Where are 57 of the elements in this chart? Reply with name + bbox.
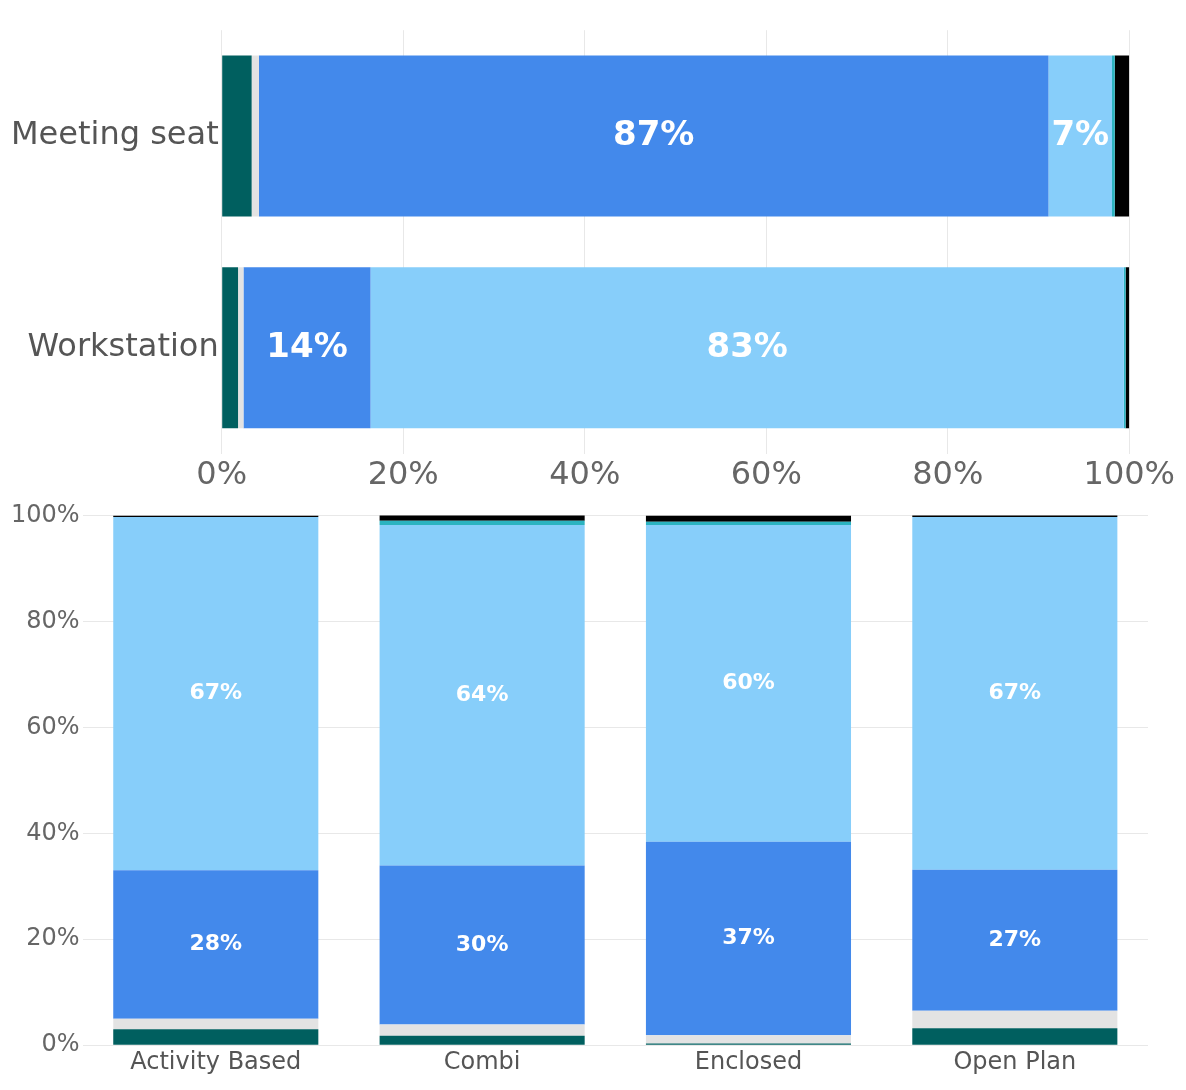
bar (113, 516, 319, 871)
bar (243, 267, 371, 429)
bar (379, 865, 585, 1025)
bar (645, 841, 852, 1036)
bar (1112, 55, 1115, 217)
bar (222, 55, 252, 217)
bar (113, 1018, 319, 1030)
bar (379, 1024, 585, 1036)
bar (1114, 55, 1130, 217)
x-tick-label: 0% (196, 454, 248, 493)
bar (238, 267, 244, 429)
x-tick-label: 40% (549, 454, 621, 493)
x-tick-label: Enclosed (694, 1046, 803, 1075)
y-tick-label: 60% (26, 711, 80, 740)
bar (912, 1010, 1118, 1029)
x-tick-label: 60% (730, 454, 802, 493)
bar (113, 1029, 319, 1045)
data-label: 64% (455, 680, 509, 706)
bar (379, 515, 585, 521)
x-tick-label: Combi (443, 1046, 521, 1075)
y-tick-label: 40% (26, 817, 80, 846)
data-label: 37% (722, 924, 775, 950)
bar (645, 521, 852, 525)
data-label: 83% (706, 324, 788, 365)
bar (370, 267, 1124, 429)
data-label: 30% (455, 930, 509, 956)
bar (251, 55, 259, 217)
bar (645, 524, 852, 842)
data-label: 87% (613, 112, 695, 153)
bar (912, 869, 1118, 1011)
x-tick-label: Open Plan (953, 1046, 1077, 1075)
data-label: 67% (988, 679, 1042, 705)
bar (113, 870, 319, 1019)
bar (379, 524, 585, 866)
y-tick-label: Workstation (27, 326, 219, 365)
y-tick-label: 100% (10, 499, 80, 528)
data-label: 14% (266, 324, 348, 365)
x-tick-label: 80% (912, 454, 984, 493)
bar (258, 55, 1049, 217)
x-tick-label: 100% (1083, 454, 1175, 493)
bar (912, 1028, 1118, 1045)
y-tick-label: 20% (26, 923, 80, 952)
data-label: 60% (722, 669, 775, 695)
bar (379, 520, 585, 525)
data-label: 28% (189, 930, 243, 956)
bar (912, 516, 1118, 870)
y-tick-label: 80% (26, 605, 80, 634)
x-tick-label: 20% (367, 454, 439, 493)
bar (222, 267, 239, 429)
bar (1048, 55, 1113, 217)
bar (645, 515, 852, 522)
data-label: 27% (988, 926, 1042, 952)
data-label: 7% (1051, 112, 1110, 153)
x-tick-label: Activity Based (130, 1046, 302, 1075)
data-label: 67% (189, 679, 243, 705)
bar (379, 1035, 585, 1045)
y-tick-label: Meeting seat (11, 114, 219, 153)
